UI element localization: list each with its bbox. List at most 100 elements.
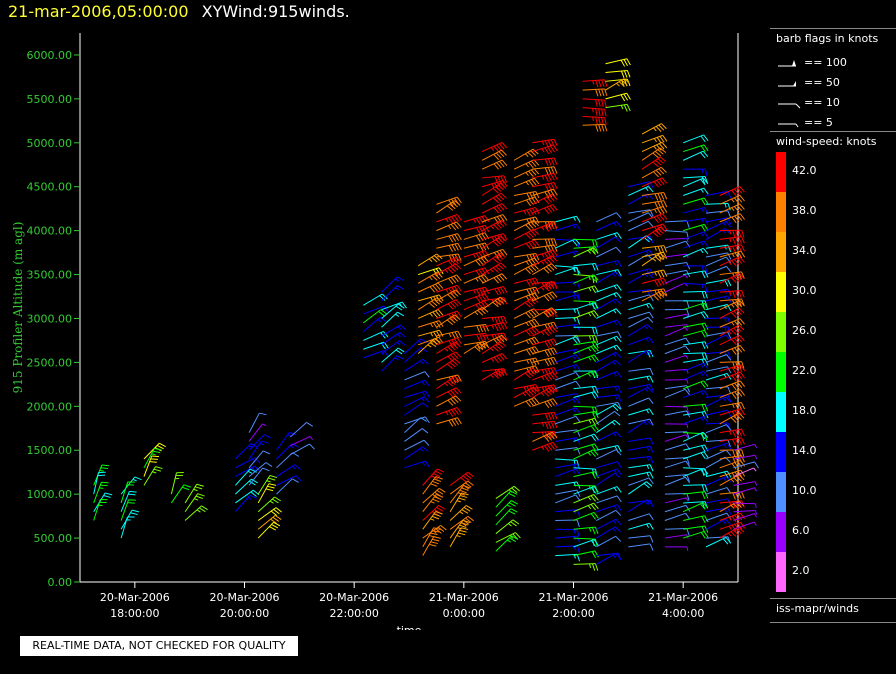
wind-barb xyxy=(532,386,558,398)
barb-shaft xyxy=(532,430,555,434)
barb-shaft xyxy=(664,460,686,469)
wind-barb xyxy=(381,311,405,328)
wind-barb xyxy=(683,144,709,153)
barb-shaft xyxy=(463,286,486,293)
barb-flag-10 xyxy=(590,355,597,363)
barb-flag-10 xyxy=(451,286,457,294)
barb-flag-10 xyxy=(454,243,459,251)
wind-barb xyxy=(705,354,732,363)
barb-flag-10 xyxy=(423,439,430,446)
barb-shaft xyxy=(513,220,534,232)
barb-flag-10 xyxy=(150,458,158,460)
barb-flag-10 xyxy=(736,301,743,308)
color-bar-tick-label: 38.0 xyxy=(792,204,817,217)
barb-flag-10 xyxy=(251,478,258,484)
wind-barb xyxy=(596,385,622,394)
wind-barb xyxy=(664,274,689,284)
barb-flag-10 xyxy=(451,316,459,322)
barb-flag-5 xyxy=(247,470,252,474)
barb-flag-10 xyxy=(616,232,622,239)
barb-shaft xyxy=(363,309,382,324)
barb-shaft xyxy=(555,535,578,539)
barb-flag-10 xyxy=(704,284,708,292)
barb-flag-10 xyxy=(431,340,439,345)
wind-barb xyxy=(664,385,691,393)
barb-flag-10 xyxy=(734,391,740,398)
barb-flag-10 xyxy=(733,327,740,334)
barb-flag-10 xyxy=(616,319,622,327)
wind-barb xyxy=(404,358,429,372)
barb-flag-5 xyxy=(490,268,494,273)
barb-flag-10 xyxy=(548,256,555,263)
wind-barb xyxy=(682,467,709,478)
barb-flag-10 xyxy=(735,429,740,437)
wind-barb xyxy=(705,386,732,394)
barb-flag-10 xyxy=(647,186,654,193)
barb-shaft xyxy=(605,103,628,109)
barb-shaft xyxy=(705,334,726,346)
barb-flag-10 xyxy=(595,239,598,248)
barb-flag-10 xyxy=(576,291,580,300)
barb-flag-10 xyxy=(643,483,650,489)
barb-shaft xyxy=(596,553,616,565)
barb-flag-10 xyxy=(733,258,740,266)
wind-barb xyxy=(463,332,489,342)
barb-shaft xyxy=(143,448,155,469)
barb-shaft xyxy=(495,500,512,517)
barb-flag-10 xyxy=(450,390,457,397)
wind-barb xyxy=(628,464,654,472)
barb-flag-10 xyxy=(593,310,599,317)
barb-flag-10 xyxy=(501,353,508,360)
barb-flag-10 xyxy=(451,198,457,206)
barb-flag-10 xyxy=(552,249,558,257)
barb-flag-10 xyxy=(530,169,537,176)
barb-shaft xyxy=(683,467,706,470)
barb-flag-10 xyxy=(453,215,459,222)
barb-flag-10 xyxy=(503,316,508,324)
barb-flag-5 xyxy=(506,504,511,508)
barb-flag-10 xyxy=(740,460,746,467)
barb-flag-5 xyxy=(525,181,529,186)
barb-flag-10 xyxy=(543,259,550,266)
wind-barb xyxy=(422,468,445,486)
barb-flag-10 xyxy=(183,484,191,488)
barb-flag-10 xyxy=(648,477,654,485)
barb-flag-10 xyxy=(529,298,536,305)
barb-flag-10 xyxy=(465,504,473,510)
wind-barb xyxy=(482,322,508,332)
barb-flag-10 xyxy=(732,361,736,370)
wind-barb xyxy=(513,277,540,287)
barb-flag-10 xyxy=(722,538,729,545)
barb-flag-10 xyxy=(575,468,581,475)
barb-flag-10 xyxy=(615,351,622,358)
barb-flag-10 xyxy=(544,183,549,191)
wind-barb xyxy=(719,474,745,486)
wind-barb xyxy=(628,367,654,376)
barb-shaft xyxy=(404,428,423,442)
barb-flag-10 xyxy=(159,442,166,448)
barb-shaft xyxy=(514,191,536,196)
wind-barb xyxy=(363,305,389,315)
barb-flag-10 xyxy=(395,305,403,311)
barb-flag-10 xyxy=(739,380,746,387)
barb-flag-10 xyxy=(738,324,745,331)
barb-shaft xyxy=(482,322,504,328)
barb-flag-10 xyxy=(615,509,622,516)
barb-flag-10 xyxy=(700,503,706,510)
barb-flag-10 xyxy=(550,250,555,258)
wind-barb xyxy=(664,457,690,465)
barb-flag-5 xyxy=(730,478,735,483)
barb-shaft xyxy=(404,347,422,363)
wind-barb xyxy=(683,302,709,311)
barb-flag-10 xyxy=(497,264,504,270)
barb-flag-5 xyxy=(525,340,530,345)
barb-flag-5 xyxy=(429,276,433,281)
wind-barb xyxy=(683,240,709,249)
barb-flag-10 xyxy=(550,189,555,197)
barb-flag-5 xyxy=(430,332,434,337)
barb-flag-10 xyxy=(535,253,540,261)
wind-barb xyxy=(573,326,598,335)
barb-flag-10 xyxy=(306,421,314,427)
barb-shaft xyxy=(532,338,554,346)
barb-flag-10 xyxy=(550,145,555,153)
